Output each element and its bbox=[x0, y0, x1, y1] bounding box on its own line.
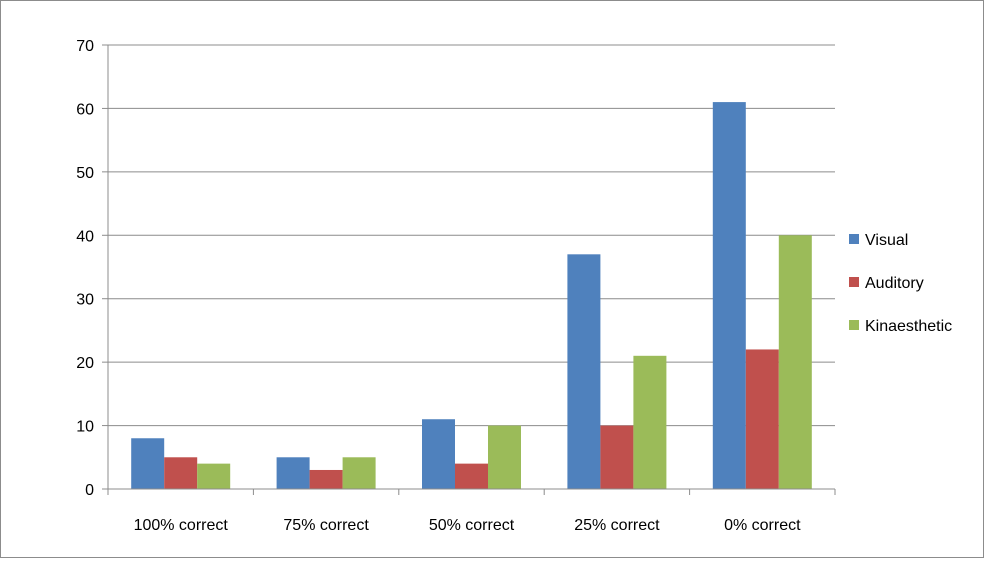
y-tick-label: 30 bbox=[76, 292, 94, 309]
y-tick-labels: 0 10 20 30 40 50 60 70 bbox=[76, 38, 94, 499]
bar-kinaesthetic-1 bbox=[197, 463, 231, 489]
bar-auditory-5 bbox=[745, 349, 779, 489]
x-tick-label: 75% correct bbox=[283, 517, 369, 534]
legend-label-auditory: Auditory bbox=[865, 275, 924, 292]
x-tick-label: 50% correct bbox=[429, 517, 515, 534]
bars bbox=[131, 102, 812, 489]
axes bbox=[102, 44, 836, 495]
x-tick-label: 100% correct bbox=[134, 517, 229, 534]
x-tick-labels: 100% correct 75% correct 50% correct 25% co… bbox=[134, 517, 802, 534]
bar-kinaesthetic-4 bbox=[633, 355, 667, 489]
bar-auditory-3 bbox=[455, 463, 488, 489]
y-tick-label: 50 bbox=[76, 165, 94, 182]
bar-auditory-2 bbox=[309, 469, 343, 489]
bar-kinaesthetic-3 bbox=[488, 425, 521, 489]
x-tick-label: 0% correct bbox=[724, 517, 801, 534]
y-tick-label: 20 bbox=[76, 355, 94, 372]
bar-auditory-4 bbox=[600, 425, 634, 489]
bar-visual-4 bbox=[567, 254, 601, 489]
y-tick-label: 10 bbox=[76, 419, 94, 436]
legend-swatch-visual bbox=[849, 234, 859, 244]
bar-visual-3 bbox=[422, 419, 455, 489]
y-tick-label: 0 bbox=[85, 482, 94, 499]
legend-label-kinaesthetic: Kinaesthetic bbox=[865, 318, 952, 335]
x-tick-label: 25% correct bbox=[574, 517, 660, 534]
bar-kinaesthetic-2 bbox=[342, 457, 376, 489]
gridlines bbox=[108, 44, 835, 427]
legend-swatch-auditory bbox=[849, 277, 859, 287]
y-tick-label: 70 bbox=[76, 38, 94, 55]
bar-kinaesthetic-5 bbox=[778, 235, 812, 489]
bar-visual-1 bbox=[131, 438, 165, 489]
y-tick-label: 60 bbox=[76, 101, 94, 118]
legend-label-visual: Visual bbox=[865, 232, 908, 249]
legend: Visual Auditory Kinaesthetic bbox=[849, 232, 952, 335]
bar-auditory-1 bbox=[164, 457, 198, 489]
legend-swatch-kinaesthetic bbox=[849, 320, 859, 330]
y-tick-label: 40 bbox=[76, 228, 94, 245]
bar-visual-2 bbox=[276, 457, 310, 489]
bar-visual-5 bbox=[712, 102, 746, 489]
